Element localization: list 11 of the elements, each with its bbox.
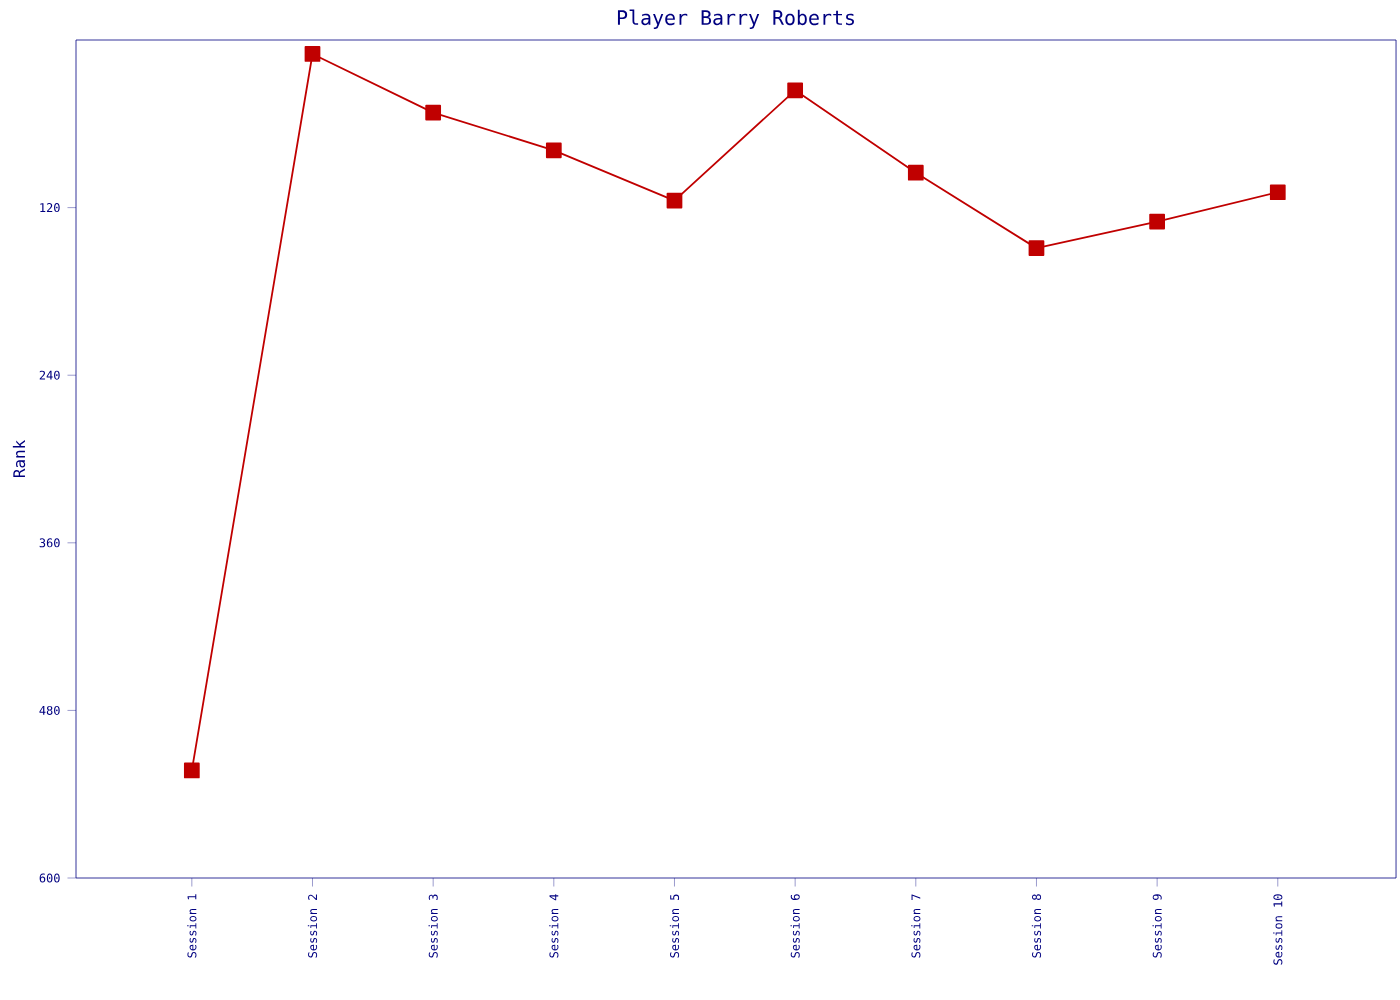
point [183, 762, 200, 779]
point [425, 104, 442, 121]
point [1269, 184, 1286, 201]
point [545, 142, 562, 159]
point [907, 164, 924, 181]
point [1149, 213, 1165, 230]
point [787, 82, 804, 99]
chart-title: Player Barry Roberts [617, 9, 854, 30]
point [304, 46, 321, 62]
point [666, 192, 683, 209]
point [1028, 240, 1045, 256]
